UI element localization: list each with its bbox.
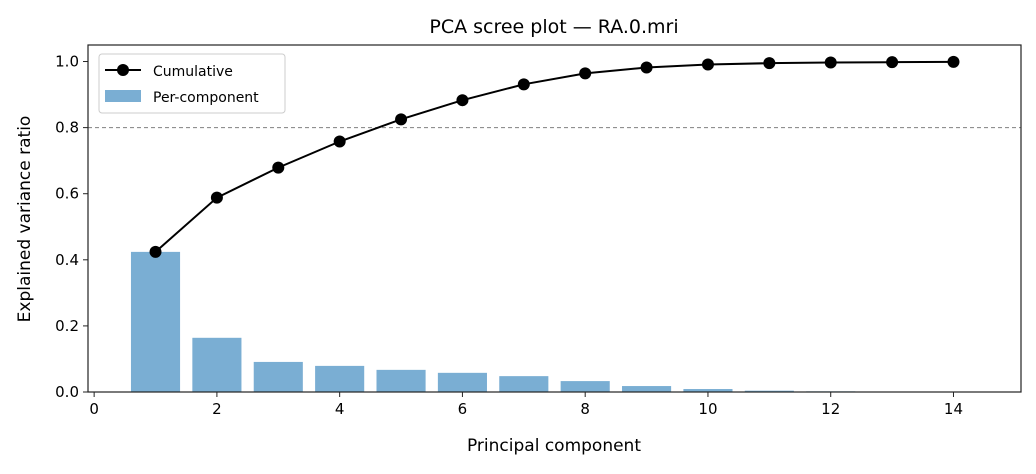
x-tick-label: 14 bbox=[944, 400, 963, 418]
bar-component-5 bbox=[376, 370, 425, 392]
legend-per-component-swatch bbox=[105, 90, 141, 102]
x-tick-label: 2 bbox=[212, 400, 222, 418]
cumulative-point-9 bbox=[641, 61, 653, 73]
legend-cumulative-marker bbox=[117, 64, 129, 76]
cumulative-point-14 bbox=[947, 56, 959, 68]
cumulative-point-7 bbox=[518, 78, 530, 90]
cumulative-point-8 bbox=[579, 67, 591, 79]
cumulative-point-12 bbox=[825, 57, 837, 69]
y-tick-label: 0.8 bbox=[55, 119, 79, 137]
x-tick-label: 8 bbox=[580, 400, 590, 418]
cumulative-point-13 bbox=[886, 56, 898, 68]
cumulative-point-5 bbox=[395, 113, 407, 125]
bar-component-3 bbox=[254, 362, 303, 392]
cumulative-point-6 bbox=[456, 94, 468, 106]
x-tick-label: 6 bbox=[458, 400, 468, 418]
x-axis-label: Principal component bbox=[467, 436, 641, 456]
legend-cumulative-label: Cumulative bbox=[153, 64, 233, 80]
x-tick-label: 10 bbox=[698, 400, 717, 418]
bar-component-8 bbox=[561, 381, 610, 392]
bar-component-6 bbox=[438, 373, 487, 392]
y-tick-label: 0.4 bbox=[55, 251, 79, 269]
y-tick-label: 1.0 bbox=[55, 53, 79, 71]
y-tick-label: 0.6 bbox=[55, 185, 79, 203]
bar-component-9 bbox=[622, 386, 671, 392]
cumulative-point-1 bbox=[150, 246, 162, 258]
chart-title: PCA scree plot — RA.0.mri bbox=[429, 16, 678, 38]
legend-per-component-label: Per-component bbox=[153, 90, 259, 106]
bar-component-4 bbox=[315, 366, 364, 392]
cumulative-point-10 bbox=[702, 58, 714, 70]
bar-component-1 bbox=[131, 252, 180, 392]
bar-component-7 bbox=[499, 376, 548, 392]
x-tick-label: 12 bbox=[821, 400, 840, 418]
legend: Cumulative Per-component bbox=[99, 54, 285, 113]
cumulative-point-2 bbox=[211, 192, 223, 204]
cumulative-point-11 bbox=[763, 57, 775, 69]
bar-component-2 bbox=[192, 338, 241, 392]
y-tick-label: 0.0 bbox=[55, 383, 79, 401]
y-tick-label: 0.2 bbox=[55, 317, 79, 335]
x-tick-label: 4 bbox=[335, 400, 345, 418]
y-axis-label: Explained variance ratio bbox=[15, 116, 35, 323]
x-tick-label: 0 bbox=[89, 400, 99, 418]
cumulative-point-3 bbox=[272, 162, 284, 174]
cumulative-point-4 bbox=[334, 135, 346, 147]
